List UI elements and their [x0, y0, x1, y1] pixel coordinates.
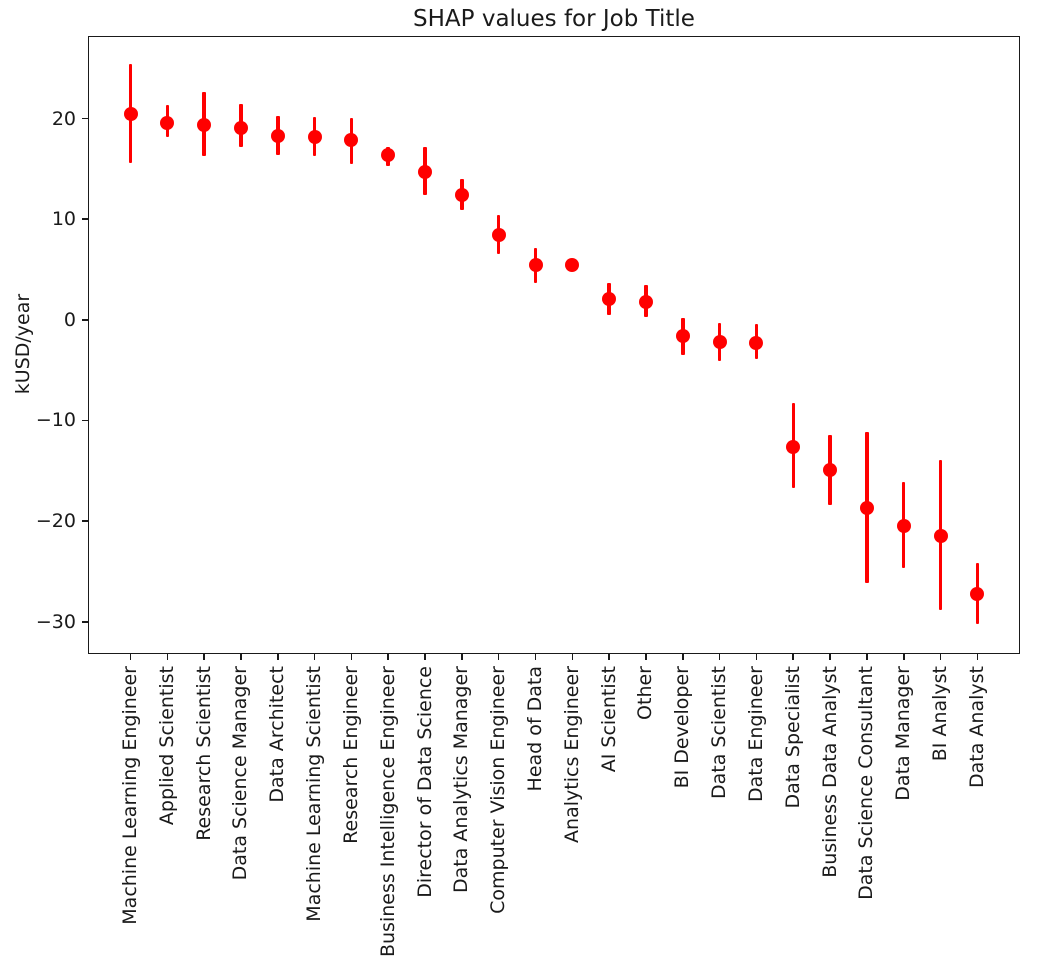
x-tick	[350, 654, 353, 660]
x-tick-label: Data Science Consultant	[855, 666, 878, 900]
data-point-marker	[823, 462, 838, 477]
x-tick	[645, 654, 647, 660]
data-point-marker	[602, 291, 617, 306]
x-tick	[718, 654, 721, 660]
data-point-marker	[197, 117, 212, 132]
x-tick	[829, 654, 831, 660]
x-tick	[424, 654, 426, 660]
x-tick	[461, 654, 463, 660]
data-point-marker	[344, 132, 359, 147]
y-tick-label: 10	[51, 208, 76, 231]
x-tick	[387, 654, 390, 660]
data-point-marker	[859, 501, 874, 516]
data-point-marker	[712, 334, 727, 349]
x-tick-label: Applied Scientist	[155, 666, 178, 826]
data-point-marker	[418, 164, 433, 179]
y-tick	[82, 319, 88, 321]
y-tick-label: −10	[35, 409, 76, 432]
x-tick-label: Data Analytics Manager	[450, 666, 473, 894]
data-point-marker	[786, 439, 801, 454]
data-point-marker	[233, 120, 248, 135]
data-point-marker	[896, 519, 911, 534]
x-tick	[129, 654, 132, 660]
y-tick-label: −30	[35, 610, 76, 633]
x-tick	[571, 654, 574, 660]
x-tick	[792, 654, 795, 660]
data-point-marker	[528, 258, 543, 273]
data-point-marker	[749, 335, 764, 350]
x-tick	[608, 654, 610, 660]
x-tick-label: Computer Vision Engineer	[487, 666, 510, 914]
x-tick	[203, 654, 205, 660]
data-point-marker	[307, 129, 322, 144]
x-tick-label: Head of Data	[524, 666, 547, 792]
x-tick	[902, 654, 905, 660]
x-tick-label: Data Engineer	[744, 666, 767, 803]
data-point-marker	[565, 258, 580, 273]
x-tick	[755, 654, 758, 660]
x-tick	[240, 654, 242, 660]
x-tick	[866, 654, 868, 660]
y-tick	[82, 218, 88, 220]
x-tick-label: Data Scientist	[708, 666, 731, 799]
x-tick-label: Data Analyst	[965, 666, 988, 788]
y-tick	[82, 620, 88, 623]
data-point-marker	[970, 586, 985, 601]
y-axis-label: kUSD/year	[12, 293, 34, 395]
y-tick-label: 0	[63, 308, 76, 331]
x-tick-label: AI Scientist	[597, 666, 620, 773]
x-tick-label: Data Specialist	[781, 666, 804, 809]
data-point-marker	[160, 115, 175, 130]
data-point-marker	[454, 188, 469, 203]
x-tick	[166, 654, 169, 660]
x-tick-label: Data Science Manager	[229, 666, 252, 881]
y-tick	[82, 419, 88, 422]
x-tick-label: Data Manager	[892, 666, 915, 801]
x-tick	[976, 654, 979, 660]
y-tick-label: 20	[51, 107, 76, 130]
data-point-marker	[123, 106, 138, 121]
x-tick-label: BI Developer	[671, 666, 694, 789]
x-tick-label: Analytics Engineer	[560, 666, 583, 843]
x-tick-label: Director of Data Science	[413, 666, 436, 898]
data-point-marker	[491, 228, 506, 243]
chart-title: SHAP values for Job Title	[413, 6, 695, 32]
x-tick-label: Business Intelligence Engineer	[376, 666, 399, 958]
y-tick	[82, 520, 88, 522]
x-tick	[939, 654, 942, 660]
data-point-marker	[675, 328, 690, 343]
y-tick-label: −20	[35, 510, 76, 533]
x-tick-label: Machine Learning Scientist	[303, 666, 326, 922]
data-point-marker	[270, 128, 285, 143]
x-tick	[534, 654, 537, 660]
x-tick-label: Business Data Analyst	[818, 666, 841, 878]
x-tick	[313, 654, 316, 660]
x-tick-label: Machine Learning Engineer	[119, 666, 141, 925]
x-tick-label: BI Analyst	[929, 666, 952, 762]
x-tick	[497, 654, 500, 660]
x-tick-label: Other	[634, 666, 657, 720]
x-tick	[276, 654, 279, 660]
data-point-marker	[381, 147, 396, 162]
data-point-marker	[933, 529, 948, 544]
x-tick-label: Data Architect	[266, 666, 289, 803]
x-tick-label: Research Engineer	[339, 666, 362, 844]
y-tick	[82, 117, 88, 120]
x-tick-label: Research Scientist	[192, 666, 215, 841]
plot-area	[88, 36, 1020, 654]
x-tick	[682, 654, 684, 660]
data-point-marker	[638, 294, 653, 309]
